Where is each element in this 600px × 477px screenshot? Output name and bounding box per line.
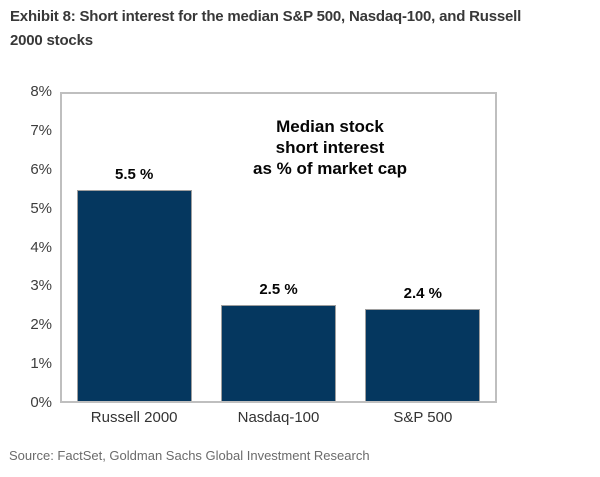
bar-russell-2000: [76, 189, 192, 401]
y-tick-label: 8%: [30, 83, 52, 100]
y-tick-label: 5%: [30, 199, 52, 217]
y-tick-label: 4%: [30, 238, 52, 256]
y-tick-label: 2%: [30, 316, 52, 334]
y-tick-label: 3%: [30, 277, 52, 295]
source-note: Source: FactSet, Goldman Sachs Global In…: [9, 448, 370, 463]
y-axis: 0% 1% 2% 3% 4% 5% 6% 7% 8%: [0, 83, 52, 411]
x-tick-label: Nasdaq-100: [237, 409, 320, 426]
y-tick-label: 0%: [30, 394, 52, 411]
y-tick-label: 1%: [30, 355, 52, 373]
y-tick-label: 7%: [30, 121, 52, 139]
page-title: Exhibit 8: Short interest for the median…: [10, 8, 522, 49]
bar-value-label: 2.5 %: [259, 281, 298, 299]
bar-nasdaq-100: [221, 305, 336, 401]
x-tick-label: S&P 500: [393, 409, 453, 426]
bar-s-p-500: [365, 308, 481, 401]
x-tick-label: Russell 2000: [90, 409, 178, 426]
chart-annotation: Median stock short interest as % of mark…: [252, 117, 408, 178]
bar-value-label: 2.4 %: [403, 284, 443, 302]
plot-area: Median stock short interest as % of mark…: [60, 92, 497, 403]
bar-value-label: 5.5 %: [114, 165, 154, 183]
x-axis: Russell 2000 Nasdaq-100 S&P 500: [60, 409, 497, 429]
y-tick-label: 6%: [30, 160, 52, 178]
